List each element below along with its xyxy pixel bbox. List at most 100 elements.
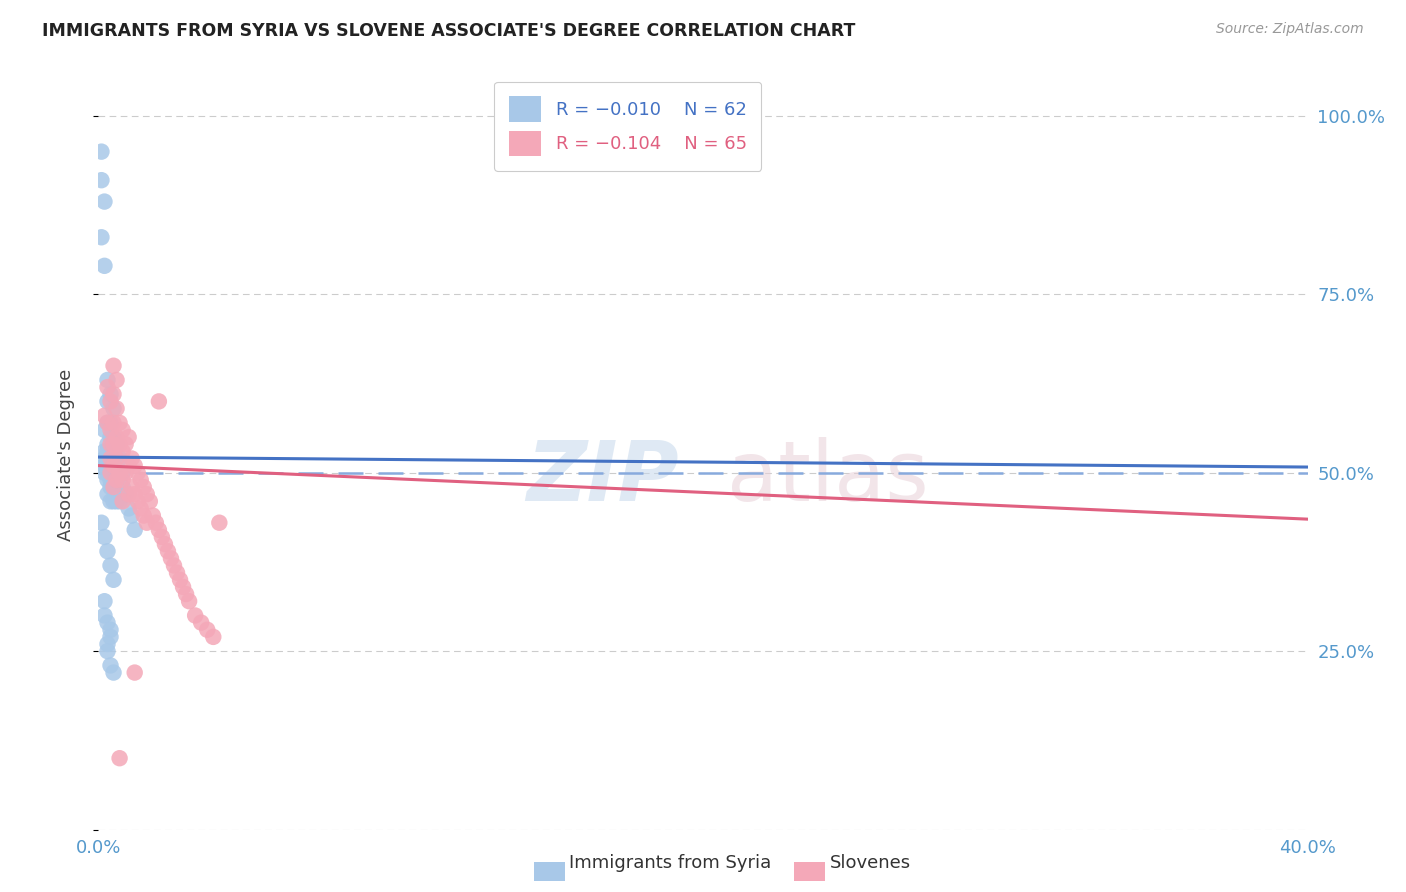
Point [118, 501, 141, 516]
Point [150, 530, 173, 544]
Y-axis label: Associate's Degree: Associate's Degree [56, 368, 75, 541]
Point [124, 665, 146, 680]
Point [124, 487, 146, 501]
Point [139, 494, 162, 508]
Point [105, 473, 128, 487]
Point [105, 437, 128, 451]
Point [127, 466, 149, 480]
Point [100, 437, 122, 451]
Point [103, 387, 125, 401]
Text: Slovenes: Slovenes [830, 855, 911, 872]
Point [100, 630, 122, 644]
Point [93, 608, 115, 623]
Point [190, 615, 212, 630]
Point [90, 230, 112, 244]
Point [96, 394, 118, 409]
Text: IMMIGRANTS FROM SYRIA VS SLOVENE ASSOCIATE'S DEGREE CORRELATION CHART: IMMIGRANTS FROM SYRIA VS SLOVENE ASSOCIA… [42, 22, 856, 40]
Point [114, 466, 136, 480]
Text: Immigrants from Syria: Immigrants from Syria [569, 855, 772, 872]
Point [156, 544, 179, 558]
Point [118, 487, 141, 501]
Point [166, 566, 188, 580]
Point [202, 630, 225, 644]
Point [96, 487, 118, 501]
Point [111, 494, 134, 508]
Point [100, 430, 122, 444]
Point [93, 259, 115, 273]
Point [103, 458, 125, 473]
Point [124, 523, 146, 537]
Point [163, 558, 186, 573]
Point [114, 437, 136, 451]
Point [103, 573, 125, 587]
Point [148, 394, 170, 409]
Point [103, 665, 125, 680]
Point [129, 501, 152, 516]
Point [93, 451, 115, 466]
Point [100, 451, 122, 466]
Point [100, 466, 122, 480]
Point [103, 401, 125, 416]
Point [93, 594, 115, 608]
Point [184, 608, 207, 623]
Point [93, 409, 115, 423]
Point [93, 466, 115, 480]
Point [100, 658, 122, 673]
Point [105, 401, 128, 416]
Point [100, 466, 122, 480]
Point [121, 451, 143, 466]
Point [93, 444, 115, 458]
Point [148, 523, 170, 537]
Point [111, 480, 134, 494]
Point [100, 444, 122, 458]
Point [103, 416, 125, 430]
Point [100, 473, 122, 487]
Point [103, 480, 125, 494]
Point [179, 594, 201, 608]
Point [153, 537, 176, 551]
Point [114, 487, 136, 501]
Point [96, 444, 118, 458]
Point [132, 480, 155, 494]
Point [174, 587, 197, 601]
Text: atlas: atlas [727, 437, 929, 518]
Point [96, 458, 118, 473]
Point [142, 508, 165, 523]
Point [103, 437, 125, 451]
Point [93, 530, 115, 544]
Point [103, 359, 125, 373]
Point [105, 451, 128, 466]
Point [121, 480, 143, 494]
Point [100, 494, 122, 508]
Point [96, 544, 118, 558]
Point [103, 458, 125, 473]
Point [96, 466, 118, 480]
Point [108, 751, 131, 765]
Point [195, 623, 218, 637]
Point [100, 394, 122, 409]
Point [100, 423, 122, 437]
Point [96, 437, 118, 451]
Point [118, 430, 141, 444]
Point [108, 451, 131, 466]
Point [96, 473, 118, 487]
Point [105, 473, 128, 487]
Point [108, 416, 131, 430]
Point [103, 480, 125, 494]
Point [93, 194, 115, 209]
Point [135, 516, 157, 530]
Point [103, 494, 125, 508]
Point [93, 458, 115, 473]
Point [108, 466, 131, 480]
Point [145, 516, 167, 530]
Point [124, 458, 146, 473]
Point [96, 451, 118, 466]
Point [96, 615, 118, 630]
Point [103, 430, 125, 444]
Text: ZIP: ZIP [526, 437, 679, 518]
Point [96, 373, 118, 387]
Point [96, 637, 118, 651]
Point [105, 430, 128, 444]
Point [132, 508, 155, 523]
Point [90, 145, 112, 159]
